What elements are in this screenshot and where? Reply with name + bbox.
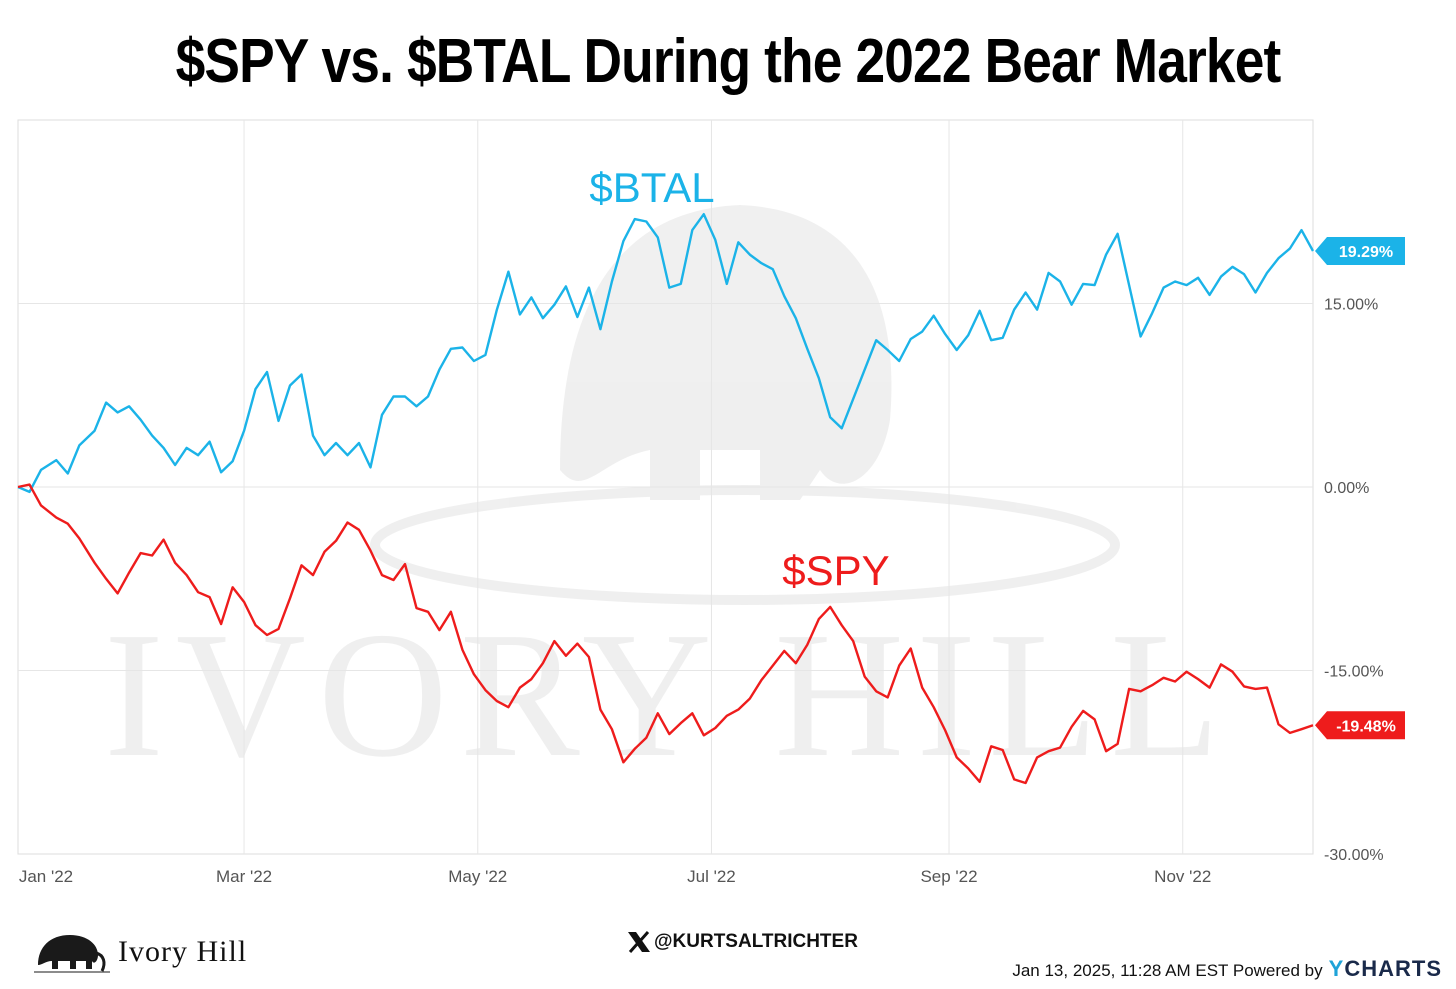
x-tick-label: Nov '22 [1154,867,1211,886]
elephant-logo-icon [34,935,110,973]
x-tick-label: Jul '22 [687,867,736,886]
footer-stamp: Jan 13, 2025, 11:28 AM EST Powered by YC… [1012,956,1442,982]
brand-name: Ivory Hill [118,935,248,968]
y-tick-label: -30.00% [1324,847,1384,864]
timestamp: Jan 13, 2025, 11:28 AM EST Powered by [1012,961,1323,980]
handle-text: @KURTSALTRICHTER [654,931,858,952]
ycharts-y: Y [1328,956,1345,981]
watermark-text: IVORY HILL [104,595,1232,794]
end-value-badge-spy: -19.48% [1315,711,1405,740]
end-value-badge-btal: 19.29% [1315,237,1405,266]
watermark: IVORY HILL [104,205,1232,794]
social-handle[interactable]: @KURTSALTRICHTER [626,930,858,954]
y-tick-label: -15.00% [1324,664,1384,681]
x-tick-label: May '22 [448,867,507,886]
series-line-btal [17,213,1315,494]
end-value-text: -19.48% [1336,718,1396,735]
chart-title: $SPY vs. $BTAL During the 2022 Bear Mark… [175,27,1282,96]
y-tick-label: 0.00% [1324,480,1369,497]
ycharts-logo[interactable]: YCHARTS [1329,956,1442,982]
x-tick-label: Jan '22 [19,867,73,886]
series-label-spy: $SPY [782,547,889,594]
x-logo-icon [628,931,650,953]
chart: IVORY HILL Jan '22 Mar '22 May '22 Jul '22 S… [17,119,1405,886]
series-label-btal: $BTAL [589,164,714,211]
ycharts-rest: CHARTS [1344,956,1442,981]
x-tick-label: Sep '22 [920,867,977,886]
y-tick-label: 15.00% [1324,297,1378,314]
series-line-spy [17,483,1314,785]
end-value-text: 19.29% [1339,244,1393,261]
x-tick-label: Mar '22 [216,867,272,886]
